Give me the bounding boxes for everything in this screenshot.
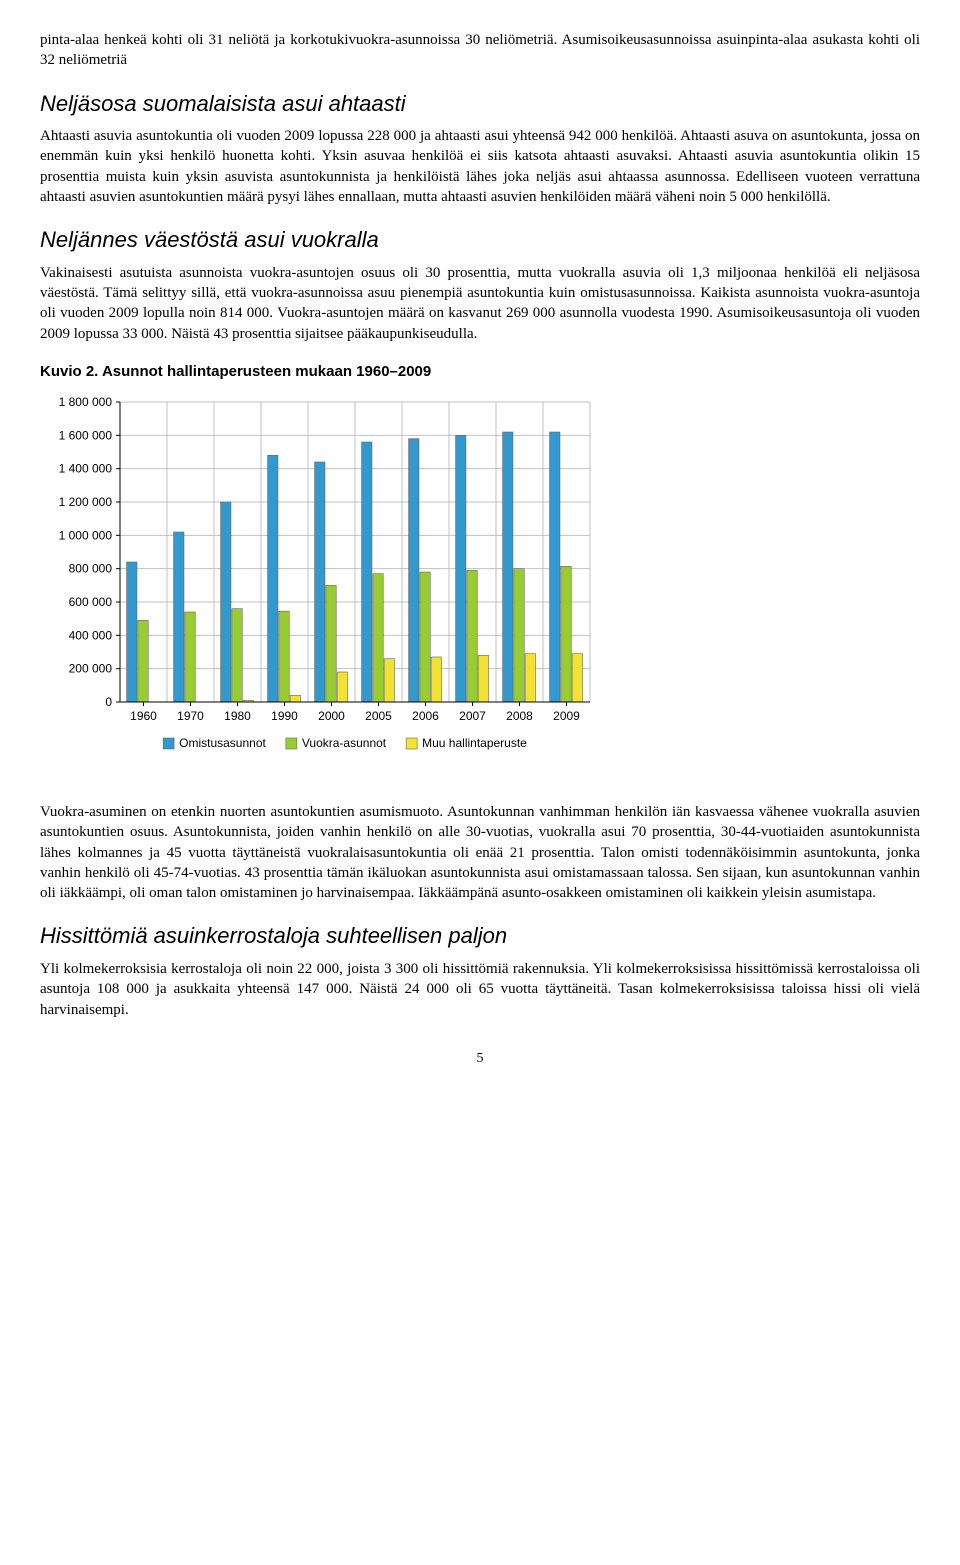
svg-text:Muu hallintaperuste: Muu hallintaperuste <box>422 736 527 750</box>
svg-text:2008: 2008 <box>506 709 533 723</box>
svg-text:2005: 2005 <box>365 709 392 723</box>
svg-text:1960: 1960 <box>130 709 157 723</box>
svg-text:2000: 2000 <box>318 709 345 723</box>
chart-title: Kuvio 2. Asunnot hallintaperusteen mukaa… <box>40 362 920 382</box>
svg-text:1980: 1980 <box>224 709 251 723</box>
svg-text:800 000: 800 000 <box>69 562 113 576</box>
svg-text:1 600 000: 1 600 000 <box>59 428 113 442</box>
svg-text:1 000 000: 1 000 000 <box>59 528 113 542</box>
svg-text:1 400 000: 1 400 000 <box>59 462 113 476</box>
svg-text:2006: 2006 <box>412 709 439 723</box>
section1-paragraph: Ahtaasti asuvia asuntokuntia oli vuoden … <box>40 126 920 207</box>
bar-chart: 0 200 000 400 000 600 000 800 000 1 000 000 1 … <box>40 392 920 772</box>
section2-heading: Neljännes väestöstä asui vuokralla <box>40 225 920 255</box>
section2-paragraph: Vakinaisesti asutuista asunnoista vuokra… <box>40 263 920 344</box>
section4-paragraph: Yli kolmekerroksisia kerrostaloja oli no… <box>40 959 920 1020</box>
section1-heading: Neljäsosa suomalaisista asui ahtaasti <box>40 89 920 119</box>
chart-svg: 0 200 000 400 000 600 000 800 000 1 000 000 1 … <box>40 392 600 772</box>
svg-text:1 800 000: 1 800 000 <box>59 395 113 409</box>
svg-text:0: 0 <box>105 695 112 709</box>
svg-text:2009: 2009 <box>553 709 580 723</box>
svg-text:1 200 000: 1 200 000 <box>59 495 113 509</box>
svg-text:1970: 1970 <box>177 709 204 723</box>
svg-text:600 000: 600 000 <box>69 595 113 609</box>
svg-text:2007: 2007 <box>459 709 486 723</box>
section4-heading: Hissittömiä asuinkerrostaloja suhteellis… <box>40 921 920 951</box>
svg-text:Omistusasunnot: Omistusasunnot <box>179 736 266 750</box>
svg-text:Vuokra-asunnot: Vuokra-asunnot <box>302 736 387 750</box>
intro-paragraph: pinta-alaa henkeä kohti oli 31 neliötä j… <box>40 30 920 71</box>
section3-paragraph: Vuokra-asuminen on etenkin nuorten asunt… <box>40 802 920 903</box>
page-number: 5 <box>40 1050 920 1069</box>
svg-text:400 000: 400 000 <box>69 628 113 642</box>
svg-text:1990: 1990 <box>271 709 298 723</box>
svg-text:200 000: 200 000 <box>69 662 113 676</box>
